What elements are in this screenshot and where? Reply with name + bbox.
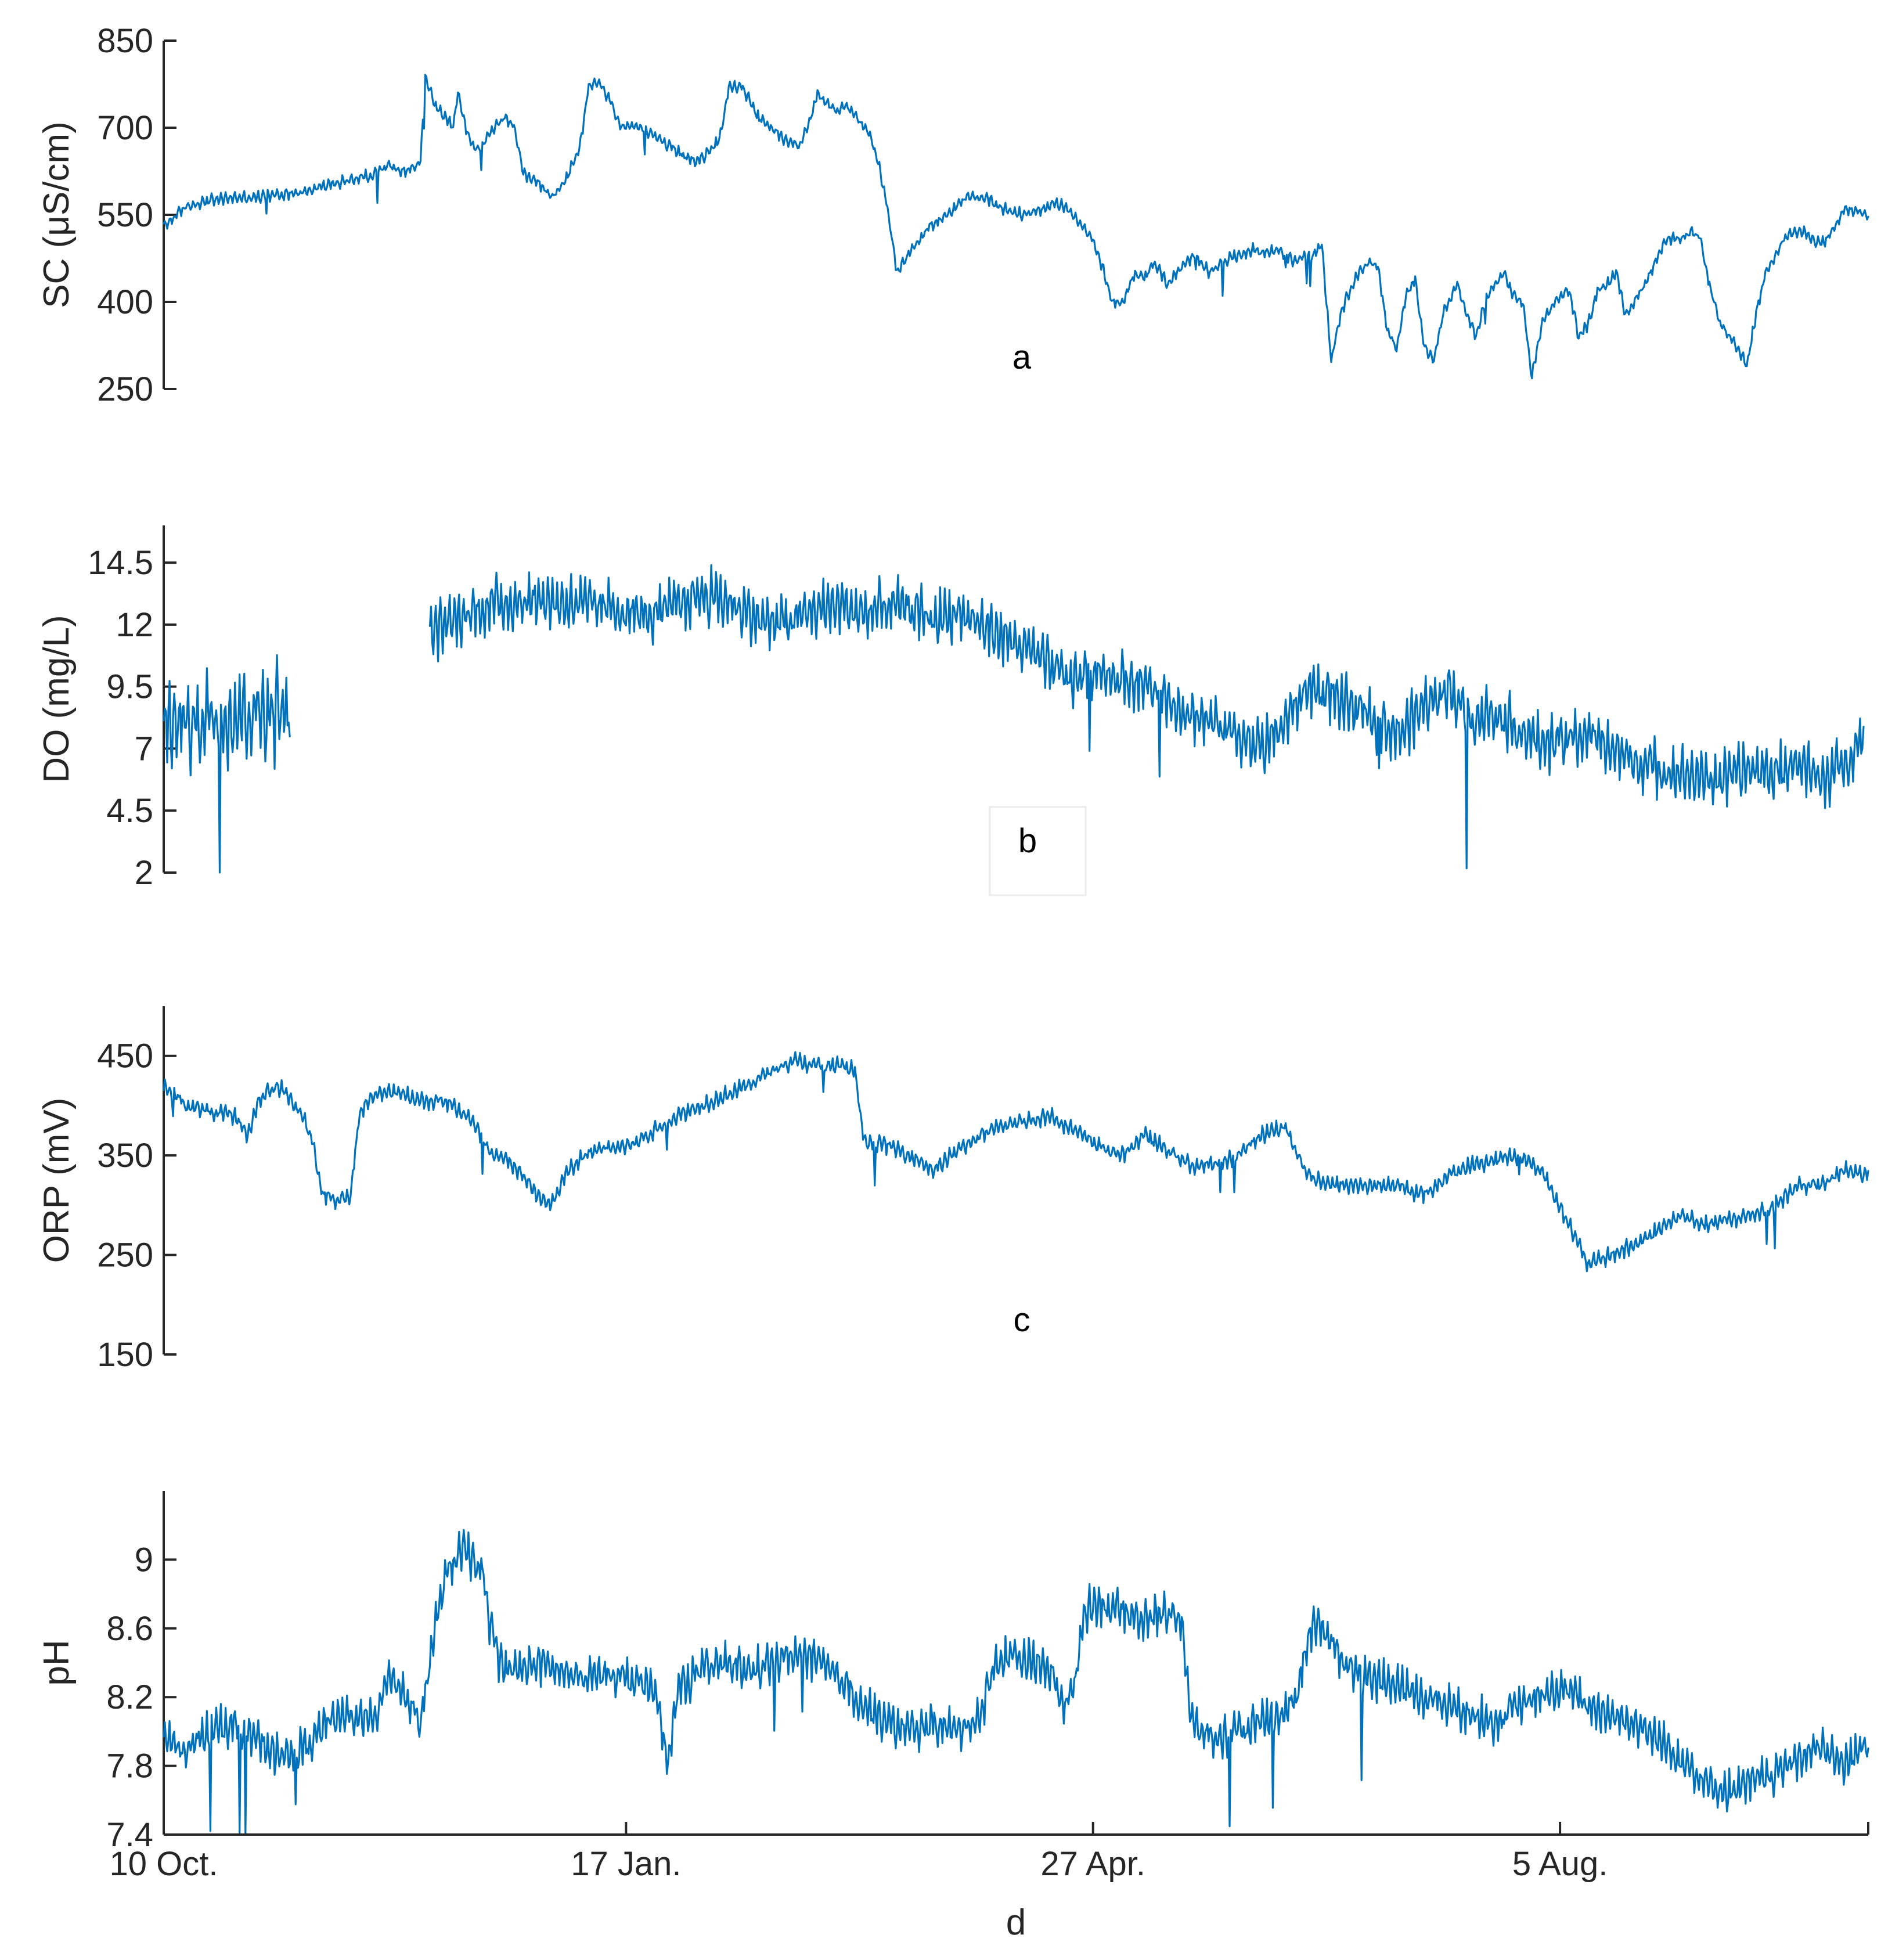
- y-tick-label: 12: [116, 606, 153, 644]
- chart-panel-orp: 150 250 350 450 ORP (mV) c: [37, 1006, 1869, 1374]
- y-tick-label: 700: [97, 109, 153, 147]
- x-tick-label: 10 Oct.: [110, 1845, 218, 1883]
- series-line: [428, 564, 1865, 870]
- x-tick-label: 17 Jan.: [571, 1845, 681, 1883]
- y-tick-label: 850: [97, 22, 153, 60]
- panel-label: a: [1012, 338, 1032, 376]
- panel-label: c: [1014, 1301, 1030, 1339]
- y-tick-label: 150: [97, 1336, 153, 1374]
- y-tick-label: 450: [97, 1037, 153, 1075]
- x-axis-title: d: [1006, 1903, 1026, 1943]
- y-tick-label: 400: [97, 283, 153, 321]
- panel-label: b: [1018, 822, 1037, 860]
- series-line: [163, 1051, 1869, 1273]
- y-tick-label: 7.4: [106, 1816, 153, 1854]
- y-tick-label: 8.2: [106, 1678, 153, 1716]
- y-tick-label: 4.5: [106, 792, 153, 830]
- y-tick-label: 7.8: [106, 1748, 153, 1785]
- y-axis-title: SC (μS/cm): [37, 121, 77, 308]
- x-tick-label: 27 Apr.: [1040, 1845, 1145, 1883]
- y-tick-label: 14.5: [88, 544, 153, 582]
- chart-panel-ph: 7.4 7.8 8.2 8.6 9 pH: [37, 1491, 1869, 1854]
- y-tick-label: 350: [97, 1137, 153, 1174]
- y-tick-label: 9.5: [106, 668, 153, 706]
- y-tick-label: 550: [97, 196, 153, 234]
- series-line: [163, 1529, 1869, 1836]
- x-tick-label: 5 Aug.: [1512, 1845, 1608, 1883]
- series-line: [163, 74, 1869, 380]
- y-tick-label: 9: [135, 1541, 153, 1579]
- y-axis-title: ORP (mV): [37, 1098, 77, 1263]
- y-tick-label: 250: [97, 1237, 153, 1274]
- chart-panel-do: 2 4.5 7 9.5 12 14.5 DO (mg/L) b: [37, 525, 1865, 896]
- y-axis-title: pH: [37, 1640, 77, 1685]
- panel-label-box: [989, 806, 1087, 896]
- chart-panel-sc: 250 400 550 700 850 SC (μS/cm) a: [37, 22, 1869, 408]
- series-line: [163, 654, 291, 874]
- x-axis: 10 Oct. 17 Jan. 27 Apr. 5 Aug. d: [110, 1822, 1869, 1943]
- y-tick-label: 250: [97, 370, 153, 408]
- y-tick-label: 2: [135, 854, 153, 892]
- y-tick-label: 7: [135, 730, 153, 768]
- y-axis-title: DO (mg/L): [37, 615, 77, 783]
- y-tick-label: 8.6: [106, 1610, 153, 1648]
